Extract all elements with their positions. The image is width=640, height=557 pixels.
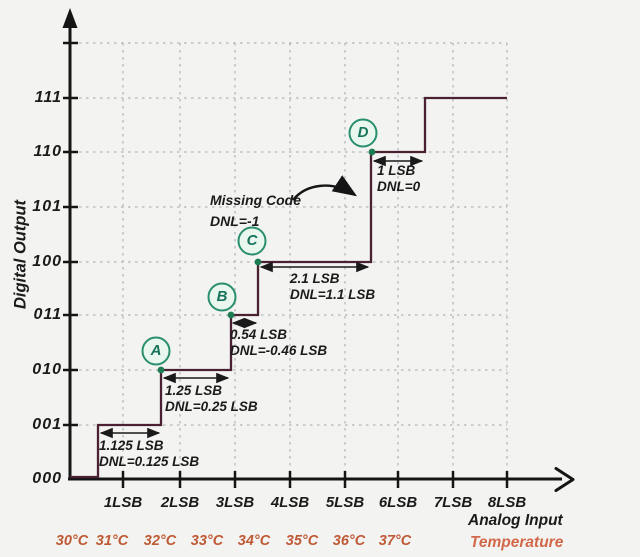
x-axis-title: Analog Input bbox=[468, 512, 563, 529]
annotation-step-110-dnl: DNL=0 bbox=[377, 179, 421, 194]
marker-a: A bbox=[150, 342, 162, 359]
x-tick-1lsb: 1LSB bbox=[103, 494, 143, 511]
y-axis-arrowhead bbox=[62, 8, 78, 28]
y-tick-011: 011 bbox=[33, 306, 62, 323]
transition-dots bbox=[157, 148, 376, 374]
annotation-step-001-width: 1.125 LSB bbox=[99, 438, 164, 453]
axes bbox=[68, 24, 575, 492]
marker-rings bbox=[141, 118, 378, 366]
y-tick-000: 000 bbox=[32, 470, 62, 487]
annotation-step-110-width: 1 LSB bbox=[377, 163, 416, 178]
y-tick-111: 111 bbox=[34, 89, 62, 106]
annotation-step-010-width: 1.25 LSB bbox=[165, 383, 223, 398]
annotation-step-001-dnl: DNL=0.125 LSB bbox=[99, 454, 200, 469]
marker-c: C bbox=[246, 232, 258, 249]
y-tick-010: 010 bbox=[32, 361, 62, 378]
temp-37c: 37°C bbox=[378, 533, 412, 549]
annotation-step-011-dnl: DNL=-0.46 LSB bbox=[230, 343, 328, 358]
annotation-step-001: 1.125 LSB DNL=0.125 LSB bbox=[99, 438, 199, 470]
y-tick-001: 001 bbox=[32, 416, 62, 433]
annotation-step-011-width: 0.54 LSB bbox=[230, 327, 288, 342]
x-tick-4lsb: 4LSB bbox=[270, 494, 310, 511]
y-tick-110: 110 bbox=[33, 143, 62, 160]
temperature-axis-title: Temperature bbox=[470, 534, 564, 551]
x-tick-7lsb: 7LSB bbox=[433, 494, 473, 511]
y-axis-title: Digital Output bbox=[11, 199, 30, 310]
staircase-line bbox=[70, 96, 507, 479]
annotation-step-011: 0.54 LSB DNL=-0.46 LSB bbox=[230, 327, 327, 359]
temp-35c: 35°C bbox=[285, 533, 319, 549]
marker-d: D bbox=[357, 124, 369, 141]
x-tick-3lsb: 3LSB bbox=[215, 494, 255, 511]
missing-code-dnl: DNL=-1 bbox=[210, 213, 260, 229]
x-tick-6lsb: 6LSB bbox=[378, 494, 418, 511]
measurement-arrows bbox=[99, 155, 424, 439]
x-tick-2lsb: 2LSB bbox=[160, 494, 200, 511]
x-tick-8lsb: 8LSB bbox=[487, 494, 527, 511]
temp-36c: 36°C bbox=[332, 533, 366, 549]
x-tick-5lsb: 5LSB bbox=[325, 494, 365, 511]
annotation-step-100-width: 2.1 LSB bbox=[290, 271, 340, 286]
marker-b: B bbox=[216, 288, 228, 305]
temp-33c: 33°C bbox=[190, 533, 224, 549]
axis-ticks bbox=[63, 41, 509, 488]
temp-32c: 32°C bbox=[143, 533, 177, 549]
temp-30c: 30°C bbox=[55, 533, 89, 549]
annotation-step-010: 1.25 LSB DNL=0.25 LSB bbox=[165, 383, 258, 415]
missing-code-arrow bbox=[292, 175, 358, 201]
y-tick-101: 101 bbox=[32, 198, 62, 215]
annotation-step-010-dnl: DNL=0.25 LSB bbox=[165, 399, 258, 414]
annotation-step-100: 2.1 LSB DNL=1.1 LSB bbox=[290, 271, 375, 303]
annotation-missing-code: Missing Code DNL=-1 bbox=[210, 190, 301, 232]
missing-code-title: Missing Code bbox=[210, 192, 302, 208]
annotation-step-110: 1 LSB DNL=0 bbox=[377, 163, 420, 195]
temp-34c: 34°C bbox=[237, 533, 271, 549]
annotation-step-100-dnl: DNL=1.1 LSB bbox=[290, 287, 376, 302]
y-tick-100: 100 bbox=[32, 253, 62, 270]
grid-lines bbox=[72, 42, 508, 477]
temp-31c: 31°C bbox=[95, 533, 129, 549]
